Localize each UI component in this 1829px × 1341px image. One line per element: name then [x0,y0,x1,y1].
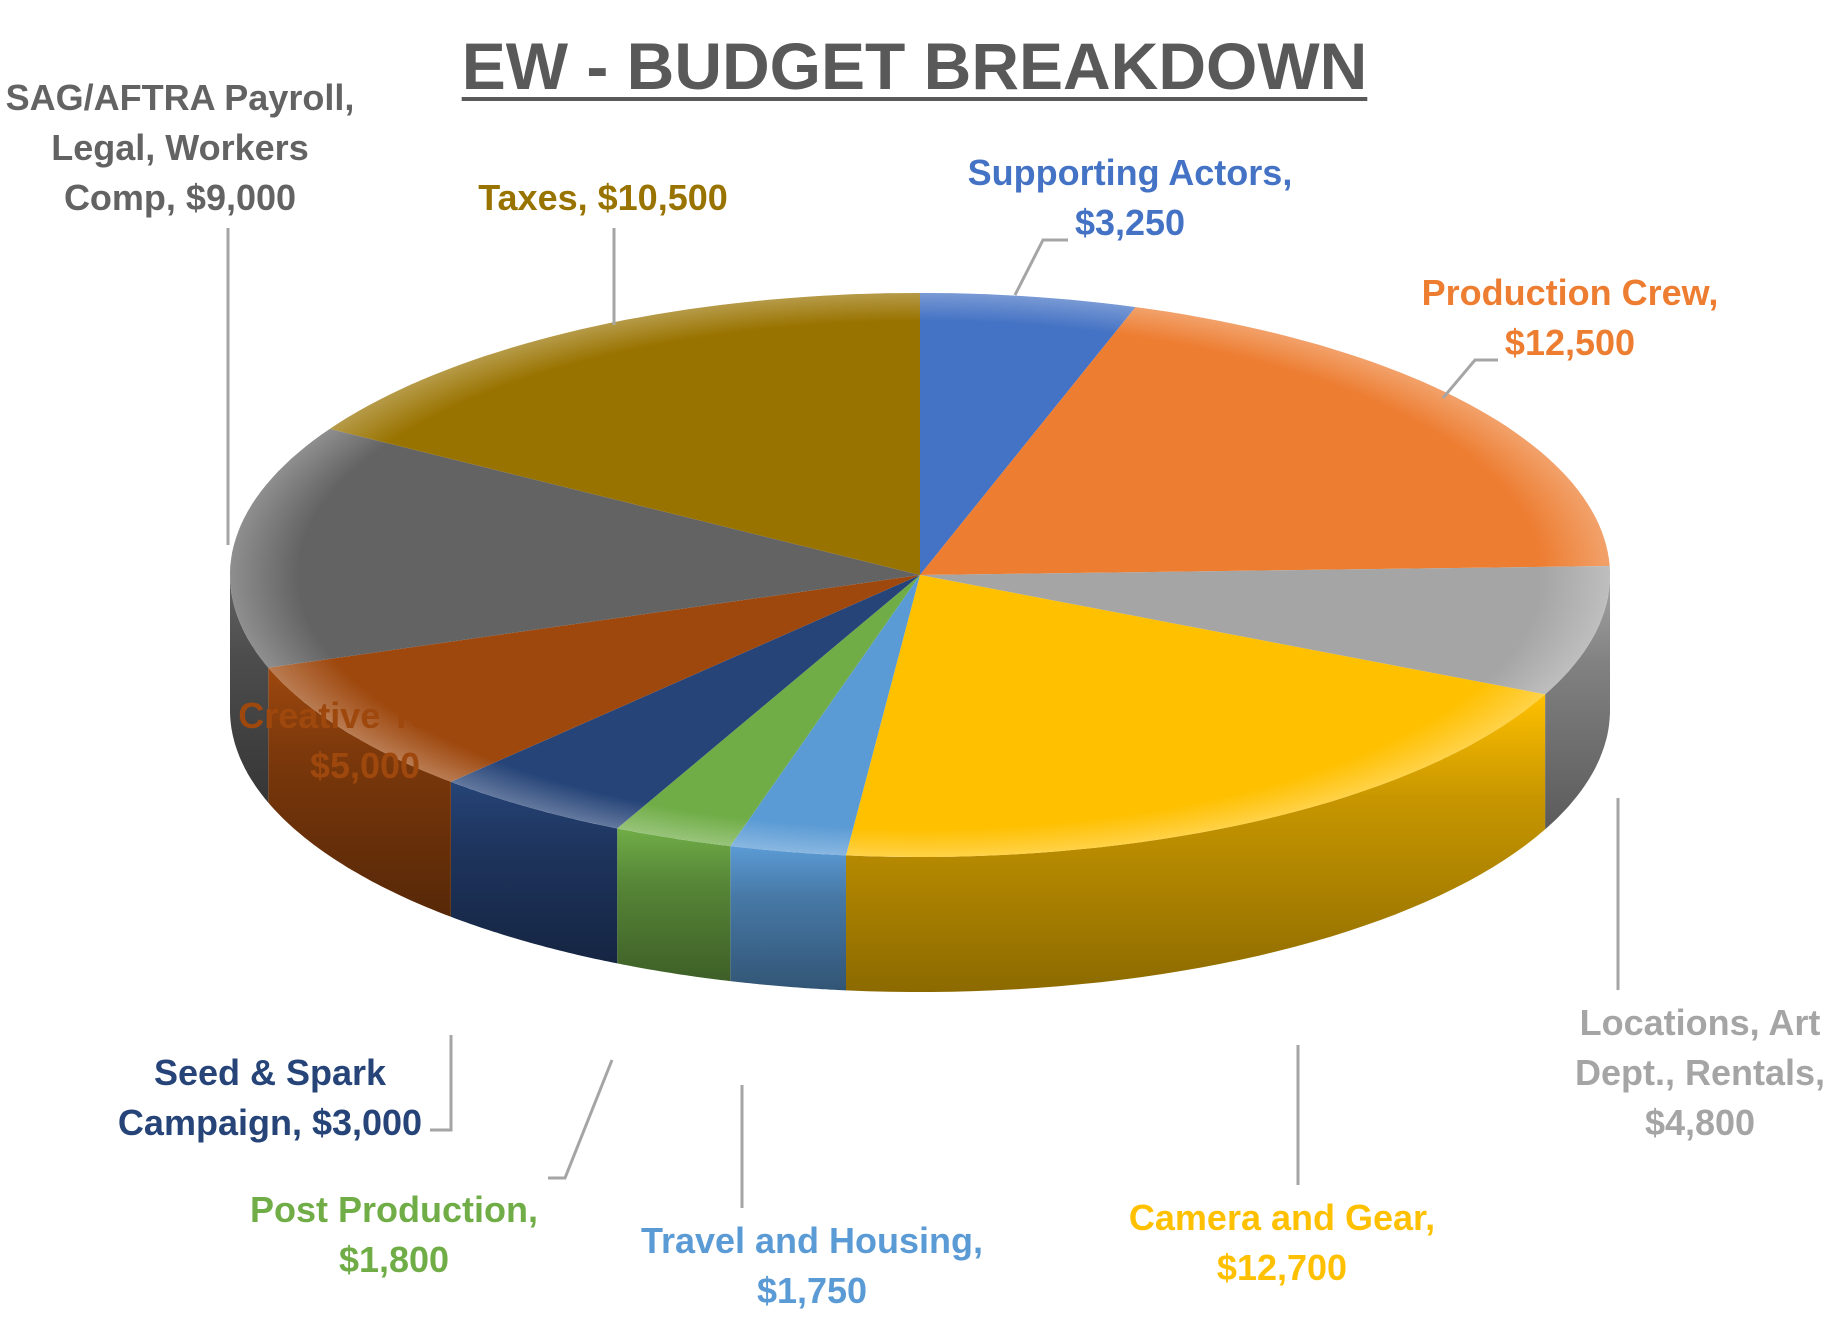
data-label-camera-and-gear: Camera and Gear, $12,700 [1129,1197,1435,1288]
leader-line-post-production [548,1059,614,1180]
leader-line-production-crew [1441,358,1498,399]
pie-side-camera-and-gear [846,694,1546,992]
pie-side-locations-art-dept-rentals [1545,575,1610,830]
data-label-locations-art-dept-rentals: Locations, Art Dept., Rentals, $4,800 [1575,1002,1825,1143]
leader-line-seed-spark-campaign [430,1035,453,1132]
pie-side-sag-aftra-payroll-legal-workers-comp [230,575,269,803]
pie-side-creative-team [268,667,451,917]
data-label-travel-and-housing: Travel and Housing, $1,750 [641,1220,983,1311]
data-label-creative-team: Creative Team, $5,000 [238,695,491,786]
data-label-post-production: Post Production, $1,800 [250,1189,538,1280]
data-label-production-crew: Production Crew, $12,500 [1422,272,1719,363]
data-label-taxes: Taxes, $10,500 [478,177,728,218]
data-labels: Supporting Actors, $3,250 Production Crew,… [6,77,1825,1311]
chart-title: EW - BUDGET BREAKDOWN [461,29,1368,103]
pie-side-post-production [617,828,731,982]
pie-rim-highlight [230,293,1610,857]
pie-side-walls [230,575,1610,992]
data-label-sag-aftra-payroll-legal-workers-comp: SAG/AFTRA Payroll, Legal, Workers Comp, $9… [6,77,355,218]
leader-line-supporting-actors [1013,238,1068,296]
pie-side-seed-spark-campaign [450,781,618,964]
data-label-seed-spark-campaign: Seed & Spark Campaign, $3,000 [118,1052,422,1143]
pie-side-travel-and-housing [730,846,846,991]
data-label-supporting-actors: Supporting Actors, $3,250 [968,152,1293,243]
